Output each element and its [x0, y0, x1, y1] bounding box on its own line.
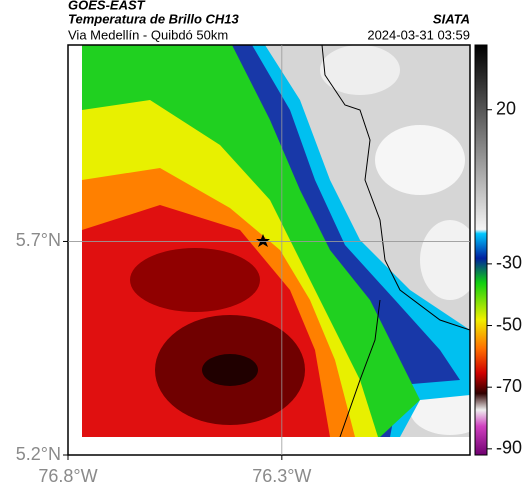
y-tick-label: 5.2°N [16, 444, 61, 464]
colorbar-tick-label: -30 [496, 253, 522, 273]
agency: SIATA [433, 11, 470, 26]
y-tick-label: 5.7°N [16, 230, 61, 250]
satellite-image [82, 45, 470, 437]
product: Temperatura de Brillo CH13 [68, 11, 240, 26]
colorbar [474, 44, 488, 456]
timestamp: 2024-03-31 03:59 [367, 27, 470, 42]
colorbar-tick-label: 20 [496, 98, 516, 118]
x-tick-label: 76.8°W [38, 466, 97, 486]
colorbar-tick-label: -90 [496, 438, 522, 458]
colorbar-tick-label: -50 [496, 314, 522, 334]
location-marker [256, 234, 270, 247]
x-tick-label: 76.3°W [252, 466, 311, 486]
map-frame [67, 44, 471, 456]
colorbar-tick-label: -70 [496, 376, 522, 396]
route: Via Medellín - Quibdó 50km [68, 27, 228, 42]
source: GOES-EAST [68, 0, 146, 12]
